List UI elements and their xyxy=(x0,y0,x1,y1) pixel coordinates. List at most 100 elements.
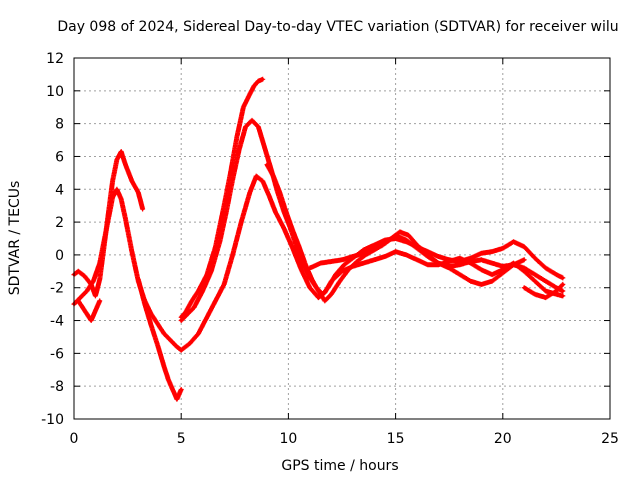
data-point xyxy=(179,319,183,323)
data-point xyxy=(329,259,333,263)
data-point xyxy=(394,233,398,237)
data-point xyxy=(252,84,256,88)
data-point xyxy=(327,284,331,288)
data-point xyxy=(93,294,97,298)
data-point xyxy=(175,397,179,401)
y-tick-label: 10 xyxy=(46,84,64,100)
data-point xyxy=(282,227,286,231)
y-tick-label: 8 xyxy=(55,117,64,133)
data-point xyxy=(76,269,80,273)
data-point xyxy=(479,268,483,272)
data-point xyxy=(404,238,408,242)
data-point xyxy=(406,233,410,237)
data-point xyxy=(308,286,312,290)
data-point xyxy=(479,258,483,262)
y-axis-label: SDTVAR / TECUs xyxy=(7,181,23,296)
data-point xyxy=(271,174,275,178)
data-point xyxy=(267,194,271,198)
data-point xyxy=(111,179,115,183)
series-trace-4 xyxy=(178,76,266,320)
data-point xyxy=(490,261,494,265)
data-point xyxy=(334,273,338,277)
data-point xyxy=(346,268,350,272)
data-point xyxy=(310,278,314,282)
y-tick-label: 12 xyxy=(46,51,64,67)
data-point xyxy=(501,246,505,250)
y-tick-label: -4 xyxy=(50,314,64,330)
data-point xyxy=(372,258,376,262)
y-tick-label: -10 xyxy=(41,412,64,428)
data-point xyxy=(179,387,183,391)
data-point xyxy=(490,279,494,283)
data-point xyxy=(291,228,295,232)
y-tick-label: -2 xyxy=(50,281,64,297)
data-point xyxy=(479,282,483,286)
data-point xyxy=(297,245,301,249)
data-point xyxy=(123,217,127,221)
data-point xyxy=(340,258,344,262)
data-point xyxy=(115,158,119,162)
data-point xyxy=(447,264,451,268)
data-point xyxy=(533,292,537,296)
data-point xyxy=(512,263,516,267)
data-point xyxy=(561,289,565,293)
data-point xyxy=(316,289,320,293)
gridlines xyxy=(74,58,610,419)
data-point xyxy=(338,279,342,283)
data-point xyxy=(256,125,260,129)
data-point xyxy=(316,296,320,300)
data-point xyxy=(186,312,190,316)
data-point xyxy=(533,279,537,283)
plot-area xyxy=(71,76,566,402)
data-point xyxy=(188,342,192,346)
x-tick-label: 15 xyxy=(387,431,405,447)
data-point xyxy=(501,271,505,275)
data-point xyxy=(81,305,85,309)
data-point xyxy=(224,210,228,214)
data-point xyxy=(274,210,278,214)
data-point xyxy=(261,179,265,183)
data-point xyxy=(123,163,127,167)
data-point xyxy=(104,228,108,232)
data-point xyxy=(265,163,269,167)
data-point xyxy=(554,273,558,277)
data-point xyxy=(490,250,494,254)
data-point xyxy=(415,246,419,250)
data-point xyxy=(85,312,89,316)
data-point xyxy=(263,146,267,150)
data-point xyxy=(136,191,140,195)
data-point xyxy=(351,255,355,259)
data-point xyxy=(119,150,123,154)
data-point xyxy=(533,273,537,277)
data-point xyxy=(394,250,398,254)
data-point xyxy=(171,387,175,391)
data-point xyxy=(501,264,505,268)
tick-labels: 0 5 10 15 20 25 -10 -8 -6 -4 -2 0 2 4 6 8 10 12 xyxy=(41,51,619,447)
data-point xyxy=(355,259,359,263)
data-point xyxy=(89,319,93,323)
data-point xyxy=(196,332,200,336)
data-point xyxy=(261,77,265,81)
data-point xyxy=(190,299,194,303)
data-point xyxy=(533,256,537,260)
data-point xyxy=(544,266,548,270)
data-point xyxy=(512,240,516,244)
data-point xyxy=(372,246,376,250)
data-point xyxy=(119,197,123,201)
series-trace-8 xyxy=(307,232,566,294)
data-point xyxy=(544,296,548,300)
data-point xyxy=(76,299,80,303)
data-point xyxy=(156,343,160,347)
data-point xyxy=(522,286,526,290)
data-point xyxy=(231,177,235,181)
data-point xyxy=(522,258,526,262)
data-point xyxy=(383,241,387,245)
x-tick-label: 10 xyxy=(279,431,297,447)
data-point xyxy=(143,302,147,306)
data-point xyxy=(98,299,102,303)
data-point xyxy=(398,230,402,234)
data-point xyxy=(175,345,179,349)
data-point xyxy=(222,282,226,286)
data-point xyxy=(308,266,312,270)
